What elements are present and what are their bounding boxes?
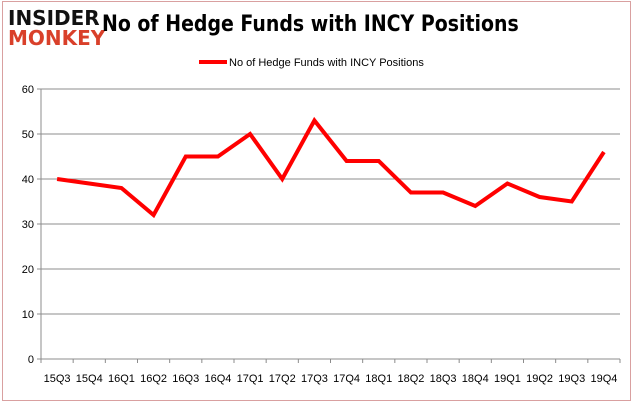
y-tick-label: 30 xyxy=(22,219,34,231)
y-tick-label: 40 xyxy=(22,174,34,186)
x-tick-label: 19Q3 xyxy=(558,373,585,385)
x-tick-label: 16Q3 xyxy=(172,373,199,385)
x-tick-label: 18Q1 xyxy=(365,373,392,385)
logo-line1: INSIDER xyxy=(8,6,100,30)
x-tick-label: 18Q3 xyxy=(430,373,457,385)
y-tick-label: 20 xyxy=(22,264,34,276)
x-tick-label: 15Q3 xyxy=(44,373,71,385)
chart-title: No of Hedge Funds with INCY Positions xyxy=(102,12,519,37)
x-tick-label: 18Q2 xyxy=(397,373,424,385)
y-tick-label: 60 xyxy=(22,84,34,96)
x-tick-label: 19Q2 xyxy=(526,373,553,385)
y-tick-label: 10 xyxy=(22,309,34,321)
y-tick-label: 0 xyxy=(28,354,34,366)
x-tick-label: 19Q1 xyxy=(494,373,521,385)
x-tick-label: 16Q1 xyxy=(108,373,135,385)
x-tick-label: 15Q4 xyxy=(76,373,103,385)
x-tick-label: 16Q2 xyxy=(140,373,167,385)
logo-line2: MONKEY xyxy=(8,26,106,50)
x-tick-label: 17Q4 xyxy=(333,373,360,385)
x-tick-label: 17Q3 xyxy=(301,373,328,385)
x-tick-label: 18Q4 xyxy=(462,373,489,385)
x-tick-label: 16Q4 xyxy=(204,373,231,385)
x-tick-label: 17Q2 xyxy=(269,373,296,385)
chart-frame xyxy=(2,1,631,401)
x-tick-label: 17Q1 xyxy=(237,373,264,385)
insider-monkey-logo: INSIDER MONKEY xyxy=(8,6,106,50)
series-line xyxy=(56,116,606,219)
legend-label: No of Hedge Funds with INCY Positions xyxy=(229,57,424,69)
y-tick-label: 50 xyxy=(22,129,34,141)
x-tick-label: 19Q4 xyxy=(590,373,617,385)
